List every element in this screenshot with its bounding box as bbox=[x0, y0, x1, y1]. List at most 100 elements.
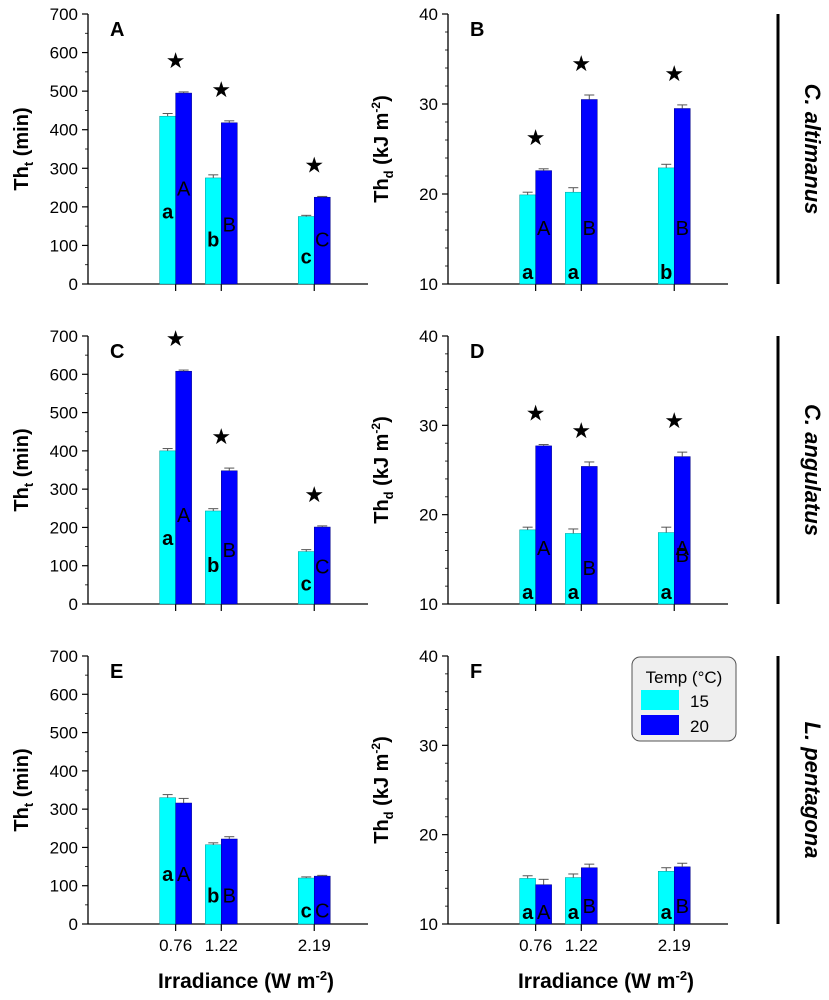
sig-letter: B bbox=[583, 896, 596, 918]
y-tick-label: 200 bbox=[50, 518, 78, 537]
sig-letter: A bbox=[537, 538, 551, 560]
species-label-2: C. angulatus bbox=[776, 336, 825, 604]
y-axis-title: Tht (min) bbox=[11, 748, 36, 831]
significance-star: ★ bbox=[664, 61, 684, 86]
sig-letter: A bbox=[177, 864, 191, 886]
sig-letter: B bbox=[676, 218, 689, 240]
sig-letter: a bbox=[568, 582, 580, 604]
sig-letter: B bbox=[223, 214, 236, 236]
sig-letter: a bbox=[522, 582, 534, 604]
sig-letter: c bbox=[301, 247, 312, 269]
sig-letter: A bbox=[177, 178, 191, 200]
sig-letter: b bbox=[207, 555, 219, 577]
y-tick-label: 300 bbox=[50, 480, 78, 499]
y-tick-label: 40 bbox=[419, 5, 438, 24]
y-tick-label: 20 bbox=[419, 506, 438, 525]
y-tick-label: 500 bbox=[50, 404, 78, 423]
y-tick-label: 700 bbox=[50, 647, 78, 666]
sig-letter: a bbox=[522, 902, 534, 924]
significance-star: ★ bbox=[304, 152, 324, 177]
y-tick-label: 0 bbox=[69, 915, 78, 934]
panel-letter: D bbox=[470, 341, 484, 363]
bar-20-1.22 bbox=[221, 470, 238, 605]
sig-letter: a bbox=[568, 262, 580, 284]
panel-letter: F bbox=[470, 661, 482, 683]
y-tick-label: 100 bbox=[50, 236, 78, 255]
species-name-3: L. pentagona bbox=[800, 722, 825, 859]
significance-star: ★ bbox=[304, 482, 324, 507]
sig-letter: C bbox=[315, 900, 329, 922]
legend-swatch-15 bbox=[641, 690, 679, 710]
x-tick-label: 0.76 bbox=[519, 936, 552, 955]
y-axis-title: Thd (kJ m-2) bbox=[369, 416, 396, 524]
y-tick-label: 20 bbox=[419, 826, 438, 845]
significance-star: ★ bbox=[526, 125, 546, 150]
y-tick-label: 600 bbox=[50, 365, 78, 384]
y-tick-label: 100 bbox=[50, 557, 78, 576]
y-tick-label: 600 bbox=[50, 685, 78, 704]
y-tick-label: 300 bbox=[50, 159, 78, 178]
significance-star: ★ bbox=[526, 401, 546, 426]
bar-20-0.76 bbox=[535, 445, 552, 605]
y-tick-label: 40 bbox=[419, 647, 438, 666]
panel-letter: C bbox=[110, 341, 124, 363]
sig-letter: C bbox=[315, 556, 329, 578]
sig-letter: A bbox=[537, 902, 551, 924]
bar-15-0.76 bbox=[159, 115, 176, 285]
y-tick-label: 30 bbox=[419, 95, 438, 114]
significance-star: ★ bbox=[664, 408, 684, 433]
bar-20-2.19 bbox=[673, 456, 691, 605]
significance-star: ★ bbox=[571, 418, 591, 443]
panel-letter: B bbox=[470, 19, 484, 41]
panel-letter: E bbox=[110, 661, 123, 683]
y-tick-label: 200 bbox=[50, 198, 78, 217]
bar-20-1.22 bbox=[221, 122, 238, 285]
y-tick-label: 30 bbox=[419, 416, 438, 435]
y-tick-label: 200 bbox=[50, 838, 78, 857]
y-tick-label: 100 bbox=[50, 877, 78, 896]
sig-letter: a bbox=[162, 201, 174, 223]
y-axis-title: Thd (kJ m-2) bbox=[369, 95, 396, 203]
y-tick-label: 20 bbox=[419, 185, 438, 204]
bar-20-0.76 bbox=[175, 370, 192, 605]
y-tick-label: 700 bbox=[50, 327, 78, 346]
bar-20-2.19 bbox=[673, 108, 691, 285]
y-tick-label: 400 bbox=[50, 442, 78, 461]
legend-swatch-20 bbox=[641, 715, 679, 735]
y-tick-label: 500 bbox=[50, 724, 78, 743]
sig-letter: A bbox=[676, 538, 690, 560]
sig-letter: a bbox=[162, 864, 174, 886]
y-tick-label: 10 bbox=[419, 595, 438, 614]
sig-letter: a bbox=[661, 582, 673, 604]
legend-label-20: 20 bbox=[690, 717, 709, 736]
bar-20-1.22 bbox=[581, 99, 598, 285]
y-tick-label: 40 bbox=[419, 327, 438, 346]
y-tick-label: 0 bbox=[69, 595, 78, 614]
y-tick-label: 10 bbox=[419, 275, 438, 294]
sig-letter: a bbox=[568, 902, 580, 924]
species-name-2: C. angulatus bbox=[800, 404, 825, 536]
y-tick-label: 30 bbox=[419, 736, 438, 755]
species-label-1: C. altimanus bbox=[776, 14, 825, 284]
sig-letter: B bbox=[223, 885, 236, 907]
y-axis-title: Tht (min) bbox=[11, 428, 36, 511]
y-tick-label: 10 bbox=[419, 915, 438, 934]
x-axis-title-left: Irradiance (W m-2) bbox=[158, 968, 334, 993]
y-tick-label: 600 bbox=[50, 44, 78, 63]
x-axis-title-right: Irradiance (W m-2) bbox=[518, 968, 694, 993]
sig-letter: A bbox=[177, 505, 191, 527]
y-tick-label: 300 bbox=[50, 800, 78, 819]
x-tick-label: 2.19 bbox=[658, 936, 691, 955]
x-tick-label: 0.76 bbox=[159, 936, 192, 955]
legend-title: Temp (°C) bbox=[646, 668, 723, 687]
y-axis-title: Tht (min) bbox=[11, 107, 36, 190]
x-tick-label: 1.22 bbox=[205, 936, 238, 955]
bar-20-1.22 bbox=[581, 466, 598, 605]
sig-letter: b bbox=[207, 885, 219, 907]
sig-letter: a bbox=[661, 902, 673, 924]
